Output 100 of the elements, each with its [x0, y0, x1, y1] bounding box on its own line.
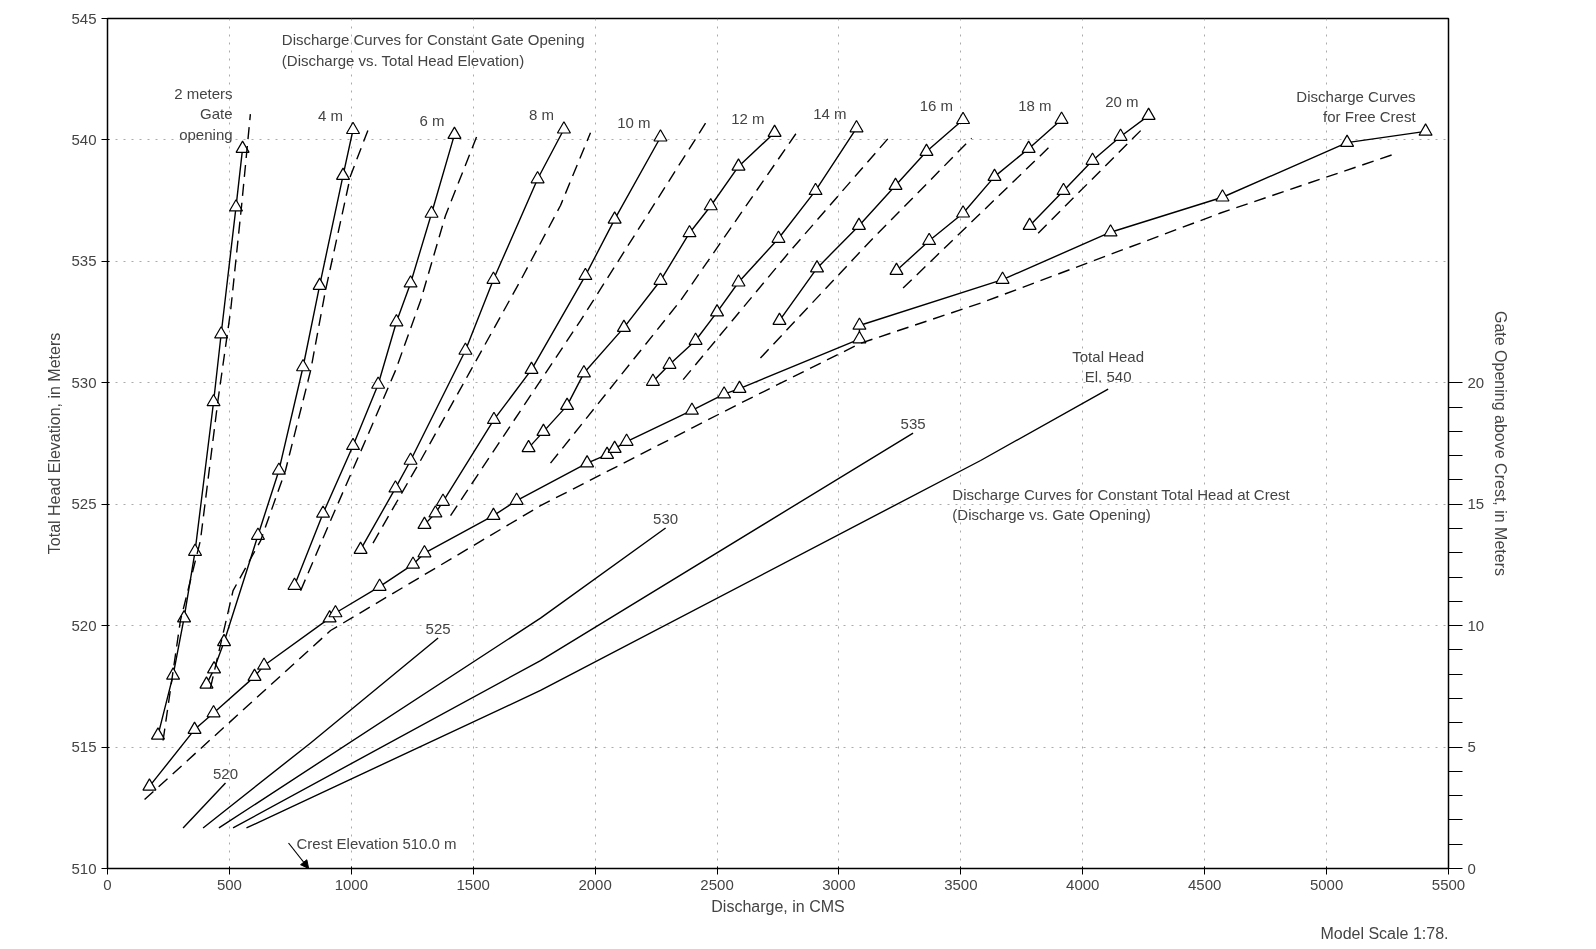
point: [560, 397, 575, 410]
x-tick-label: 4500: [1188, 875, 1222, 893]
y2-tick-label: 20: [1467, 373, 1485, 391]
x-tick-label: 3500: [944, 875, 978, 893]
point: [486, 271, 501, 284]
point: [235, 140, 250, 154]
point: [1085, 152, 1100, 165]
point: [849, 119, 864, 133]
y2-tick-label: 0: [1467, 859, 1476, 877]
series-label: Total Head El. 540: [1072, 347, 1144, 386]
point: [150, 727, 166, 740]
point: [536, 423, 551, 436]
point: [206, 393, 221, 407]
series-label: 535: [900, 415, 926, 433]
point: [345, 121, 361, 135]
point: [271, 462, 286, 475]
point: [888, 177, 903, 190]
x-tick-label: 0: [103, 875, 112, 893]
text: Model Scale 1:78.: [1320, 924, 1449, 942]
point: [403, 452, 418, 465]
point: [599, 446, 615, 460]
annotation: Discharge Curves for Constant Gate Opening (Discharge vs. Total Head Elevation): [281, 31, 585, 69]
point: [1215, 189, 1230, 202]
point: [417, 516, 432, 529]
x-tick-label: 5500: [1431, 875, 1466, 893]
point: [731, 158, 746, 171]
point: [524, 361, 539, 375]
x-tick-label: 2500: [700, 875, 734, 893]
series-label: 20 m: [1105, 92, 1139, 110]
point: [1339, 134, 1355, 147]
point: [645, 373, 661, 386]
y-tick-label: 545: [71, 9, 97, 27]
y-tick-label: 515: [71, 738, 97, 756]
series-label: 8 m: [528, 106, 554, 124]
series-label: 4 m: [318, 106, 344, 124]
x-tick-label: 1500: [456, 875, 490, 893]
y-tick-label: 530: [71, 373, 97, 391]
x-tick-label: 3000: [822, 875, 856, 893]
line-series: [372, 131, 592, 544]
point: [767, 124, 782, 137]
point: [1141, 107, 1156, 120]
y2-tick-label: 5: [1467, 738, 1476, 756]
y2-axis-title: Gate Opening above Crest, in Meters: [1492, 310, 1510, 577]
series-label: 12 m: [731, 109, 765, 127]
point: [187, 721, 202, 734]
series-label: 18 m: [1018, 96, 1052, 114]
point: [684, 402, 700, 415]
point: [703, 197, 718, 211]
point: [852, 317, 867, 330]
point: [922, 232, 937, 246]
point: [851, 217, 867, 231]
point: [403, 275, 418, 288]
point: [919, 143, 934, 156]
point: [328, 604, 343, 618]
point: [616, 319, 632, 333]
point: [315, 505, 331, 518]
y-tick-label: 510: [71, 859, 97, 877]
point: [256, 657, 272, 670]
point: [287, 577, 302, 590]
point: [228, 199, 244, 212]
point: [486, 507, 501, 520]
point: [530, 170, 545, 184]
y2-tick-label: 15: [1467, 495, 1485, 513]
point: [486, 411, 502, 425]
point: [688, 332, 703, 345]
point: [682, 224, 697, 238]
point: [1113, 128, 1128, 141]
point: [435, 493, 451, 506]
point: [809, 260, 825, 273]
point: [247, 668, 262, 681]
point: [556, 121, 572, 134]
point: [1022, 217, 1037, 231]
point: [771, 230, 786, 243]
x-tick-label: 500: [216, 875, 242, 893]
point: [250, 527, 266, 540]
series-label: Discharge Curves for Free Crest: [1296, 88, 1417, 126]
point: [424, 205, 439, 218]
x-axis-title: Discharge, in CMS: [711, 897, 845, 915]
point: [732, 380, 747, 393]
point: [607, 440, 622, 453]
point: [353, 541, 368, 554]
point: [521, 439, 536, 453]
x-tick-label: 5000: [1309, 875, 1344, 893]
point: [458, 342, 473, 355]
series-label: 14 m: [813, 105, 847, 123]
series-label: 16 m: [919, 96, 954, 114]
point: [372, 578, 387, 591]
point: [578, 267, 593, 281]
point: [206, 704, 221, 718]
point: [428, 505, 443, 518]
point: [717, 386, 732, 399]
point: [389, 313, 404, 327]
point: [1054, 111, 1069, 124]
point: [653, 129, 668, 142]
y-axis-title: Total Head Elevation, in Meters: [46, 332, 64, 555]
series-label: 2 meters Gate opening: [174, 84, 233, 143]
point: [312, 277, 327, 290]
point: [955, 111, 971, 125]
series-label: 525: [425, 620, 451, 638]
x-tick-label: 2000: [578, 875, 612, 893]
